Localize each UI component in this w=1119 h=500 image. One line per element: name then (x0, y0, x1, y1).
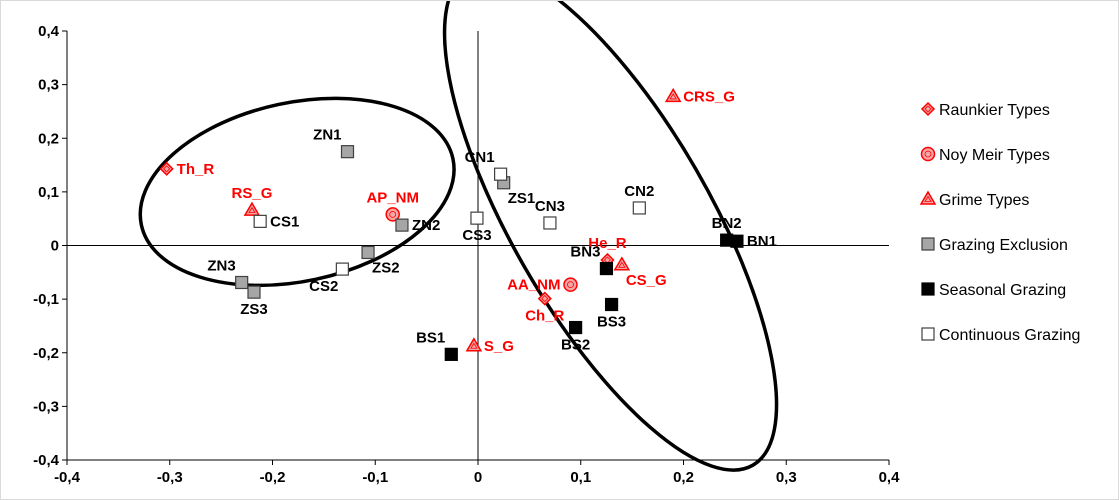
marker-zs2 (361, 245, 375, 260)
legend-marker-diamond (920, 101, 936, 117)
y-tick-label: 0,1 (38, 184, 59, 201)
point-label-crs-g: CRS_G (683, 88, 735, 105)
legend-marker-square-black (921, 282, 935, 296)
point-label-bn2: BN2 (712, 215, 742, 232)
legend-label: Noy Meir Types (939, 147, 1050, 164)
y-tick-label: 0,4 (38, 23, 60, 40)
marker-bs2 (569, 320, 583, 335)
axes: -0,4 -0,3 -0,2 -0,1 0 0,1 0,2 0,3 0,4 0,4 0,3 0,2 0,… (33, 23, 900, 486)
point-label-bs1: BS1 (416, 329, 445, 346)
marker-ch-r (537, 291, 552, 306)
point-labels: Th_R He_R Ch_R AP_NM AA_NM RS_G CRS_G CS_G S_G ZN… (177, 88, 777, 354)
marker-aa-nm (563, 277, 578, 292)
point-label-th-r: Th_R (177, 161, 215, 178)
marker-cn1 (494, 167, 508, 181)
marker-th-r (159, 161, 174, 176)
y-tick-label: -0,1 (33, 291, 59, 308)
point-label-cn3: CN3 (535, 198, 565, 215)
x-tick-label: -0,4 (54, 469, 81, 486)
point-label-he-r: He_R (588, 235, 627, 252)
marker-cn2 (632, 201, 646, 215)
legend-label: Seasonal Grazing (939, 282, 1066, 299)
legend-marker-square-white (921, 327, 935, 341)
point-label-cn1: CN1 (465, 149, 495, 166)
legend-marker-square-gray (921, 237, 935, 251)
point-label-cn2: CN2 (624, 183, 654, 200)
point-label-cs2: CS2 (309, 278, 338, 295)
point-label-bn3: BN3 (570, 244, 600, 261)
marker-zn3 (235, 275, 249, 290)
marker-cs-g (613, 256, 631, 271)
ellipse-right-group (442, 1, 779, 472)
point-label-zn1: ZN1 (313, 127, 341, 144)
marker-cs1 (253, 214, 267, 228)
x-tick-label: 0 (474, 469, 482, 486)
x-tick-label: -0,3 (157, 469, 183, 486)
legend-label: Raunkier Types (939, 102, 1050, 119)
y-tick-label: 0,2 (38, 130, 59, 147)
point-label-bs2: BS2 (561, 337, 590, 354)
marker-s-g (465, 337, 483, 352)
point-label-bs3: BS3 (597, 313, 626, 330)
legend: Raunkier Types Noy Meir Types Grime Types G… (919, 101, 1080, 344)
y-tick-label: 0,3 (38, 77, 59, 94)
point-label-cs3: CS3 (462, 227, 491, 244)
y-tick-label: -0,4 (33, 452, 60, 469)
marker-rs-g (243, 201, 261, 216)
ellipse-left-group (138, 96, 456, 288)
x-tick-label: 0,4 (879, 469, 901, 486)
marker-crs-g (664, 87, 682, 103)
point-label-zs1: ZS1 (508, 190, 536, 207)
x-tick-label: 0,3 (776, 469, 797, 486)
y-tick-label: 0 (51, 238, 59, 255)
point-label-zs2: ZS2 (372, 259, 400, 276)
legend-label: Continuous Grazing (939, 327, 1080, 344)
marker-bn3 (599, 261, 614, 276)
point-label-zn3: ZN3 (207, 258, 235, 275)
marker-bn2 (720, 233, 734, 247)
x-tick-label: -0,1 (362, 469, 388, 486)
point-label-zn2: ZN2 (412, 217, 440, 234)
marker-cs2 (335, 262, 349, 276)
marker-bs3 (604, 297, 619, 312)
data-markers (159, 87, 744, 361)
marker-ap-nm (385, 207, 400, 222)
point-label-ch-r: Ch_R (525, 308, 564, 325)
marker-zs3 (247, 285, 261, 299)
marker-cn3 (543, 216, 557, 230)
point-label-bn1: BN1 (747, 233, 777, 250)
point-label-cs1: CS1 (270, 213, 299, 230)
legend-marker-circle (920, 146, 936, 162)
point-label-ap-nm: AP_NM (366, 189, 419, 206)
marker-zn1 (340, 145, 355, 159)
point-label-s-g: S_G (484, 338, 514, 355)
x-tick-label: 0,1 (570, 469, 591, 486)
group-ellipses (138, 1, 779, 472)
point-label-aa-nm: AA_NM (507, 277, 560, 294)
x-tick-label: -0,2 (260, 469, 286, 486)
y-tick-label: -0,2 (33, 345, 59, 362)
legend-marker-triangle (919, 190, 937, 205)
marker-bs1 (444, 347, 458, 361)
point-label-cs-g: CS_G (626, 272, 667, 289)
y-tick-label: -0,3 (33, 398, 59, 415)
marker-cs3 (470, 211, 484, 225)
point-label-rs-g: RS_G (232, 185, 273, 202)
x-tick-label: 0,2 (673, 469, 694, 486)
point-label-zs3: ZS3 (240, 301, 268, 318)
legend-label: Grazing Exclusion (939, 237, 1068, 254)
legend-label: Grime Types (939, 192, 1029, 209)
marker-zn2 (395, 218, 409, 232)
